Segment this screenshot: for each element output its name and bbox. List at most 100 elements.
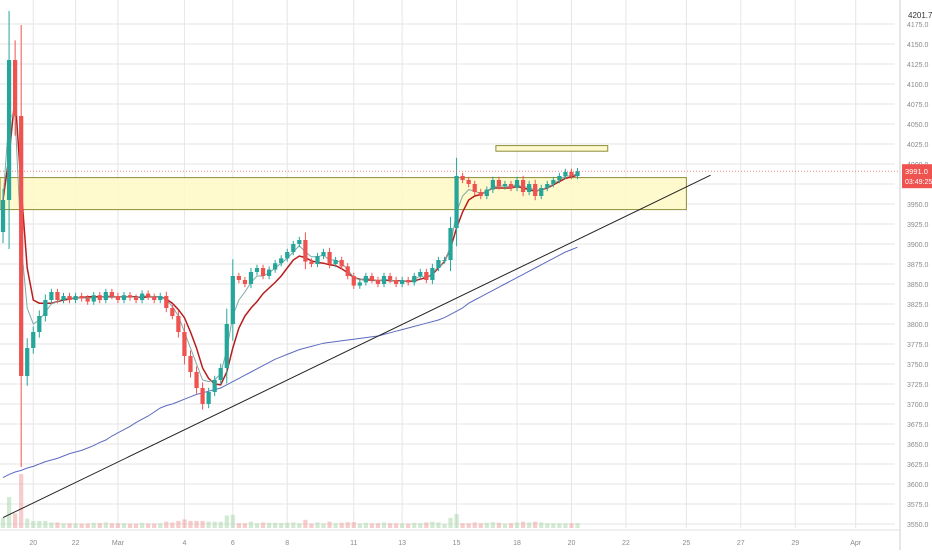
- time-tick-label: 6: [231, 540, 235, 547]
- volume-bar: [563, 523, 568, 528]
- price-tick-label: 3950.0: [907, 202, 929, 209]
- volume-bar: [194, 520, 199, 528]
- volume-bar: [484, 522, 489, 528]
- volume-bar: [266, 522, 272, 528]
- candle-body: [55, 292, 60, 300]
- volume-bar: [133, 523, 139, 528]
- volume-bar: [345, 522, 350, 528]
- price-tick-label: 3850.0: [907, 282, 929, 289]
- volume-bar: [424, 522, 429, 528]
- volume-bar: [466, 523, 471, 528]
- ma-line: [2, 246, 578, 479]
- volume-bar: [260, 522, 266, 528]
- volume-bar: [254, 523, 260, 528]
- price-tick-label: 3650.0: [907, 442, 929, 449]
- candle-body: [115, 296, 121, 300]
- candle-body: [387, 276, 393, 280]
- volume-bar: [109, 523, 114, 528]
- candle-body: [182, 332, 187, 356]
- candle-body: [103, 292, 108, 300]
- volume-bar: [448, 517, 453, 528]
- candle-body: [430, 268, 435, 280]
- volume-bar: [291, 522, 296, 528]
- candle-body: [357, 282, 362, 286]
- volume-bar: [67, 523, 72, 528]
- candle-body: [0, 200, 6, 232]
- price-tick-label: 4075.0: [907, 102, 929, 109]
- candle-body: [25, 348, 30, 376]
- price-tick-label: 3725.0: [907, 382, 929, 389]
- volume-bar: [188, 520, 193, 528]
- volume-bar: [393, 523, 399, 528]
- candle-body: [248, 272, 254, 284]
- price-badge: [902, 164, 932, 189]
- candle-body: [575, 171, 580, 176]
- candle-body: [266, 269, 272, 276]
- candle-body: [85, 298, 90, 302]
- candle-body: [466, 180, 471, 184]
- candles-layer: [0, 11, 580, 467]
- candle-body: [321, 252, 326, 256]
- price-tick-label: 3900.0: [907, 242, 929, 249]
- time-tick-label: 29: [791, 540, 799, 547]
- volume-bar: [273, 522, 278, 528]
- candle-body: [496, 180, 502, 187]
- candle-body: [176, 316, 181, 332]
- volume-bar: [31, 520, 36, 528]
- volume-bar: [139, 522, 145, 528]
- candle-body: [478, 192, 483, 196]
- candle-body: [97, 295, 102, 300]
- candle-body: [297, 240, 302, 244]
- price-tick-label: 3575.0: [907, 502, 929, 509]
- candle-body: [224, 324, 229, 368]
- price-tick-label: 4050.0: [907, 122, 929, 129]
- volume-bar: [400, 523, 405, 528]
- candle-body: [164, 296, 169, 308]
- candle-body: [460, 176, 465, 180]
- volume-bar: [545, 523, 550, 528]
- volume-bar: [85, 523, 90, 528]
- candle-body: [339, 260, 344, 267]
- candle-body: [61, 296, 66, 300]
- candle-body: [551, 180, 556, 184]
- candle-body: [200, 388, 205, 404]
- volume-bar: [230, 514, 235, 528]
- time-tick-label: 22: [72, 540, 80, 547]
- volume-bar: [236, 523, 241, 528]
- volume-bar: [303, 519, 308, 528]
- candle-body: [545, 184, 550, 188]
- price-tick-label: 3600.0: [907, 482, 929, 489]
- price-badge-countdown: 03:49:25: [905, 179, 932, 186]
- price-tick-label: 3800.0: [907, 322, 929, 329]
- volume-bar: [418, 523, 423, 528]
- candle-body: [67, 296, 72, 300]
- volume-bar: [375, 523, 381, 528]
- candle-body: [31, 332, 36, 348]
- price-badge-value: 3991.0: [905, 167, 928, 176]
- volume-bar: [212, 521, 217, 528]
- time-tick-label: 20: [568, 540, 576, 547]
- volume-bar: [333, 523, 338, 528]
- candle-body: [37, 316, 42, 332]
- candle-body: [484, 189, 489, 196]
- time-tick-label: 4: [182, 540, 186, 547]
- candle-body: [133, 297, 139, 300]
- volume-bar: [502, 523, 508, 528]
- volume-bar: [206, 521, 211, 528]
- price-tick-label: 4125.0: [907, 62, 929, 69]
- volume-bar: [242, 523, 248, 528]
- volume-bar: [327, 521, 332, 528]
- candle-body: [393, 280, 399, 284]
- candle-body: [260, 268, 266, 276]
- volume-bar: [442, 524, 447, 528]
- volume-bar: [248, 521, 254, 528]
- price-tick-label: 3625.0: [907, 462, 929, 469]
- candle-body: [212, 380, 217, 392]
- volume-bar: [454, 514, 459, 528]
- candle-body: [242, 280, 248, 284]
- candle-body: [236, 276, 241, 280]
- volume-bar: [321, 523, 326, 528]
- trendline-layer: [2, 174, 711, 519]
